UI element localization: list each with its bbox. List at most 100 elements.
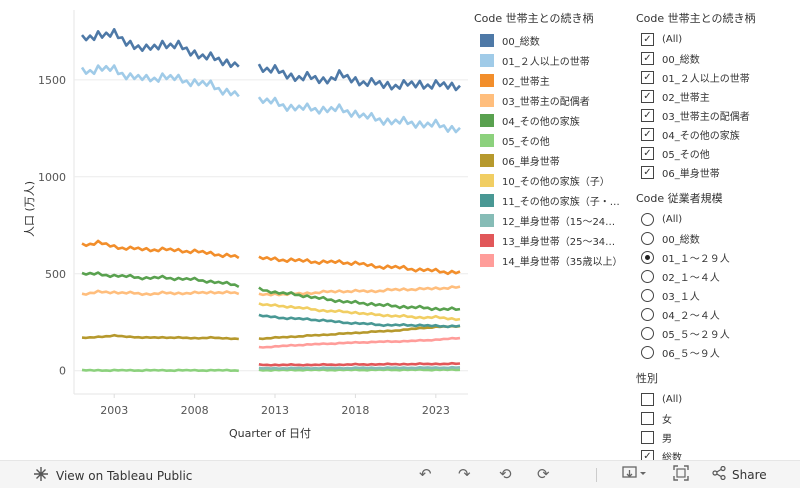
legend-label: 01_２人以上の世帯 bbox=[502, 56, 590, 68]
checkbox-icon[interactable] bbox=[641, 393, 654, 406]
checkbox-checked-icon[interactable]: ✓ bbox=[641, 52, 654, 65]
filter-option[interactable]: 女 bbox=[636, 409, 796, 428]
radio-icon[interactable] bbox=[641, 308, 654, 321]
filter-option[interactable]: 04_２〜４人 bbox=[636, 305, 796, 324]
toolbar-divider bbox=[596, 468, 597, 482]
filter-option[interactable]: ✓ 03_世帯主の配偶者 bbox=[636, 106, 796, 125]
legend-label: 06_単身世帯 bbox=[502, 156, 560, 168]
filter-option-label: 総数 bbox=[662, 453, 682, 464]
view-on-tableau-link[interactable]: View on Tableau Public bbox=[34, 467, 192, 484]
checkbox-checked-icon[interactable]: ✓ bbox=[641, 33, 654, 46]
legend-swatch bbox=[480, 73, 494, 87]
series-lines bbox=[80, 28, 461, 373]
legend-title: Code 世帯主との続き柄 bbox=[474, 12, 594, 25]
filter-list-size[interactable]: (All) 00_総数 01_１〜２９人 02_１〜４人 03_１人 04_２〜４人 05_… bbox=[636, 210, 796, 360]
series-line bbox=[81, 239, 240, 260]
radio-icon[interactable] bbox=[641, 289, 654, 302]
filter-option[interactable]: ✓ 01_２人以上の世帯 bbox=[636, 68, 796, 87]
filter-option[interactable]: 00_総数 bbox=[636, 229, 796, 248]
filter-option[interactable]: (All) bbox=[636, 390, 796, 409]
filter-option-label: 03_１人 bbox=[662, 292, 700, 303]
filter-title-size: Code 従業者規模 bbox=[636, 192, 723, 205]
checkbox-checked-icon[interactable]: ✓ bbox=[641, 71, 654, 84]
legend-label: 11_その他の家族（子・… bbox=[502, 196, 620, 208]
filter-option-label: (All) bbox=[662, 34, 683, 45]
legend-item[interactable]: 14_単身世帯（35歳以上） bbox=[474, 250, 624, 270]
radio-icon[interactable] bbox=[641, 270, 654, 283]
radio-selected-icon[interactable] bbox=[641, 251, 654, 264]
checkbox-icon[interactable] bbox=[641, 412, 654, 425]
legend-label: 05_その他 bbox=[502, 136, 550, 148]
filter-option[interactable]: 01_１〜２９人 bbox=[636, 248, 796, 267]
filter-title-gender: 性別 bbox=[636, 372, 658, 385]
filter-option[interactable]: ✓ (All) bbox=[636, 30, 796, 49]
legend-label: 10_その他の家族（子） bbox=[502, 176, 610, 188]
legend-item[interactable]: 11_その他の家族（子・… bbox=[474, 190, 624, 210]
x-tick-label: 2003 bbox=[100, 404, 128, 417]
undo-icon[interactable]: ↶ bbox=[419, 465, 432, 483]
filter-list-relation[interactable]: ✓ (All) ✓ 00_総数 ✓ 01_２人以上の世帯 ✓ 02_世帯主 ✓ 03_世帯主の配偶… bbox=[636, 30, 796, 180]
series-line bbox=[258, 361, 461, 367]
filter-option[interactable]: ✓ 05_その他 bbox=[636, 144, 796, 163]
tableau-logo-icon bbox=[34, 467, 50, 484]
filter-option-label: 男 bbox=[662, 434, 672, 445]
checkbox-icon[interactable] bbox=[641, 431, 654, 444]
legend-item[interactable]: 10_その他の家族（子） bbox=[474, 170, 624, 190]
redo-icon[interactable]: ↷ bbox=[458, 465, 471, 483]
filter-option[interactable]: 男 bbox=[636, 428, 796, 447]
checkbox-checked-icon[interactable]: ✓ bbox=[641, 109, 654, 122]
legend-item[interactable]: 04_その他の家族 bbox=[474, 110, 624, 130]
filter-option[interactable]: 02_１〜４人 bbox=[636, 267, 796, 286]
radio-icon[interactable] bbox=[641, 327, 654, 340]
legend-item[interactable]: 12_単身世帯（15〜24… bbox=[474, 210, 624, 230]
checkbox-checked-icon[interactable]: ✓ bbox=[641, 147, 654, 160]
filter-option[interactable]: ✓ 04_その他の家族 bbox=[636, 125, 796, 144]
filter-option[interactable]: 06_５〜９人 bbox=[636, 343, 796, 360]
filter-option[interactable]: ✓ 06_単身世帯 bbox=[636, 163, 796, 180]
legend-item[interactable]: 05_その他 bbox=[474, 130, 624, 150]
series-line bbox=[258, 365, 461, 370]
y-tick-label: 500 bbox=[45, 268, 66, 281]
checkbox-checked-icon[interactable]: ✓ bbox=[641, 90, 654, 103]
filter-option[interactable]: ✓ 02_世帯主 bbox=[636, 87, 796, 106]
filter-option-label: 02_世帯主 bbox=[662, 93, 710, 104]
filter-panel: Code 世帯主との続き柄 ✓ (All) ✓ 00_総数 ✓ 01_２人以上の世帯 ✓ 02… bbox=[636, 10, 796, 470]
legend-item[interactable]: 00_総数 bbox=[474, 30, 624, 50]
filter-option-label: 01_２人以上の世帯 bbox=[662, 74, 750, 85]
legend-swatch bbox=[480, 133, 494, 147]
legend-item[interactable]: 03_世帯主の配偶者 bbox=[474, 90, 624, 110]
filter-option-label: 02_１〜４人 bbox=[662, 273, 720, 284]
legend-label: 03_世帯主の配偶者 bbox=[502, 96, 590, 108]
filter-option[interactable]: 05_５〜２９人 bbox=[636, 324, 796, 343]
legend-item[interactable]: 06_単身世帯 bbox=[474, 150, 624, 170]
filter-option-label: 01_１〜２９人 bbox=[662, 254, 730, 265]
refresh-icon[interactable]: ⟳ bbox=[537, 465, 550, 483]
fullscreen-icon[interactable] bbox=[673, 465, 689, 485]
legend-label: 12_単身世帯（15〜24… bbox=[502, 216, 616, 228]
radio-icon[interactable] bbox=[641, 232, 654, 245]
legend-swatch bbox=[480, 33, 494, 47]
download-icon[interactable] bbox=[622, 465, 648, 485]
checkbox-checked-icon[interactable]: ✓ bbox=[641, 128, 654, 141]
series-line bbox=[258, 324, 461, 341]
series-line bbox=[81, 368, 239, 373]
legend-item[interactable]: 01_２人以上の世帯 bbox=[474, 50, 624, 70]
filter-option[interactable]: ✓ 00_総数 bbox=[636, 49, 796, 68]
series-line bbox=[258, 313, 461, 329]
filter-option-label: 00_総数 bbox=[662, 235, 700, 246]
radio-icon[interactable] bbox=[641, 213, 654, 226]
x-tick-label: 2023 bbox=[422, 404, 450, 417]
filter-option[interactable]: 03_１人 bbox=[636, 286, 796, 305]
checkbox-checked-icon[interactable]: ✓ bbox=[641, 166, 654, 179]
share-button[interactable]: Share bbox=[712, 465, 767, 483]
filter-list-gender[interactable]: (All) 女男 ✓ 総数 bbox=[636, 390, 796, 470]
radio-icon[interactable] bbox=[641, 346, 654, 359]
series-line bbox=[81, 289, 240, 297]
filter-option-label: 00_総数 bbox=[662, 55, 700, 66]
filter-option[interactable]: (All) bbox=[636, 210, 796, 229]
filter-option-label: 06_単身世帯 bbox=[662, 169, 720, 180]
filter-option-label: (All) bbox=[662, 394, 683, 405]
legend-item[interactable]: 02_世帯主 bbox=[474, 70, 624, 90]
revert-icon[interactable]: ⟲ bbox=[499, 465, 512, 483]
legend-item[interactable]: 13_単身世帯（25〜34… bbox=[474, 230, 624, 250]
